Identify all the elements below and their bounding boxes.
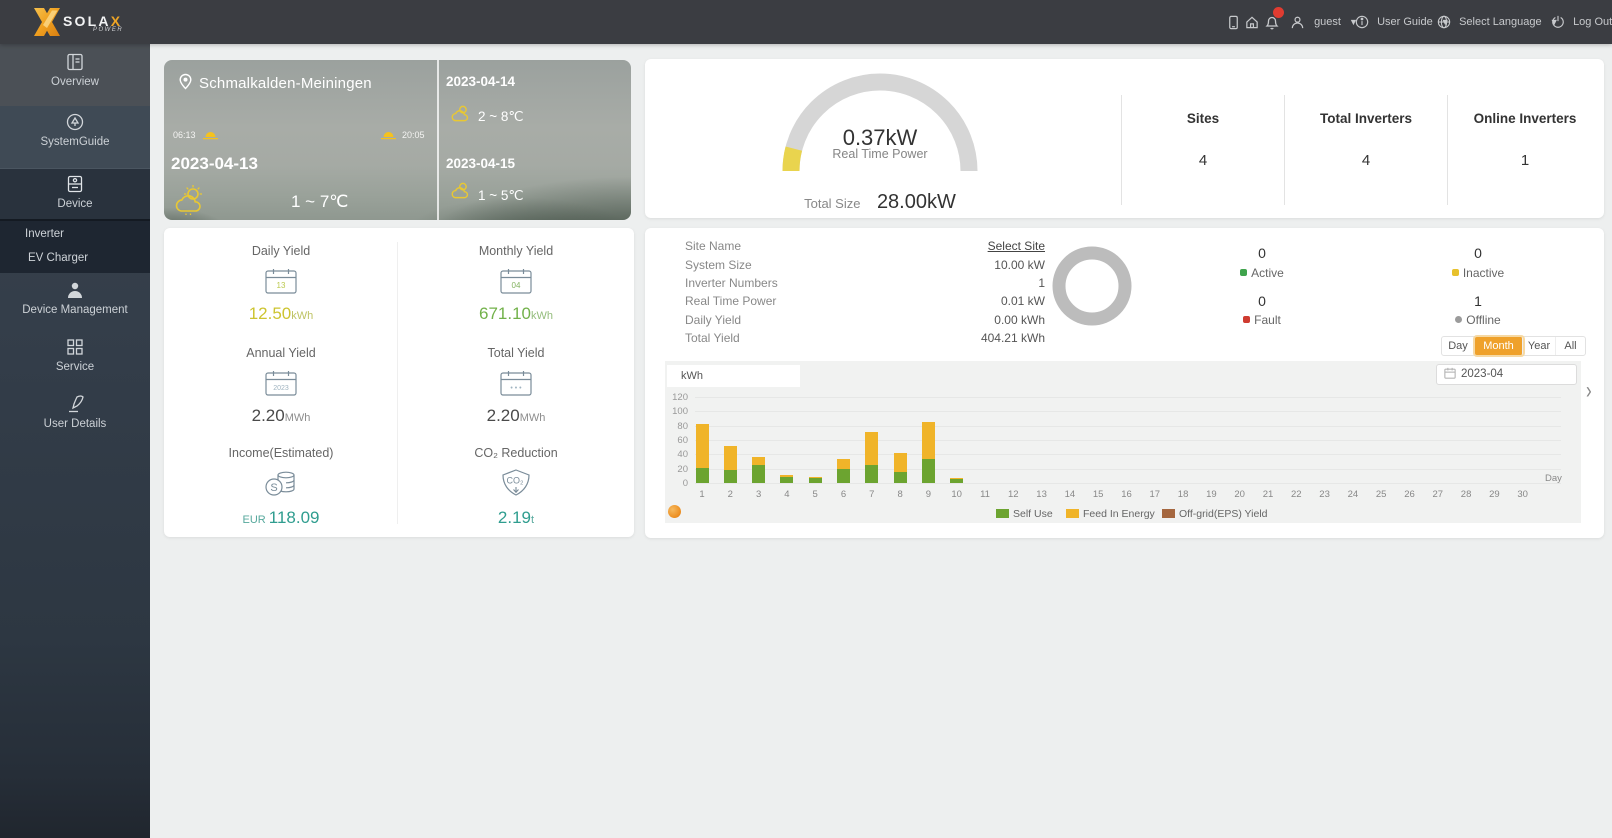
svg-text:S: S xyxy=(270,482,277,494)
svg-text:2023: 2023 xyxy=(273,385,289,392)
svg-text:CO₂: CO₂ xyxy=(507,476,525,486)
svg-text:• • •: • • • xyxy=(510,385,522,392)
svg-text:04: 04 xyxy=(512,281,521,290)
svg-text:13: 13 xyxy=(277,281,286,290)
